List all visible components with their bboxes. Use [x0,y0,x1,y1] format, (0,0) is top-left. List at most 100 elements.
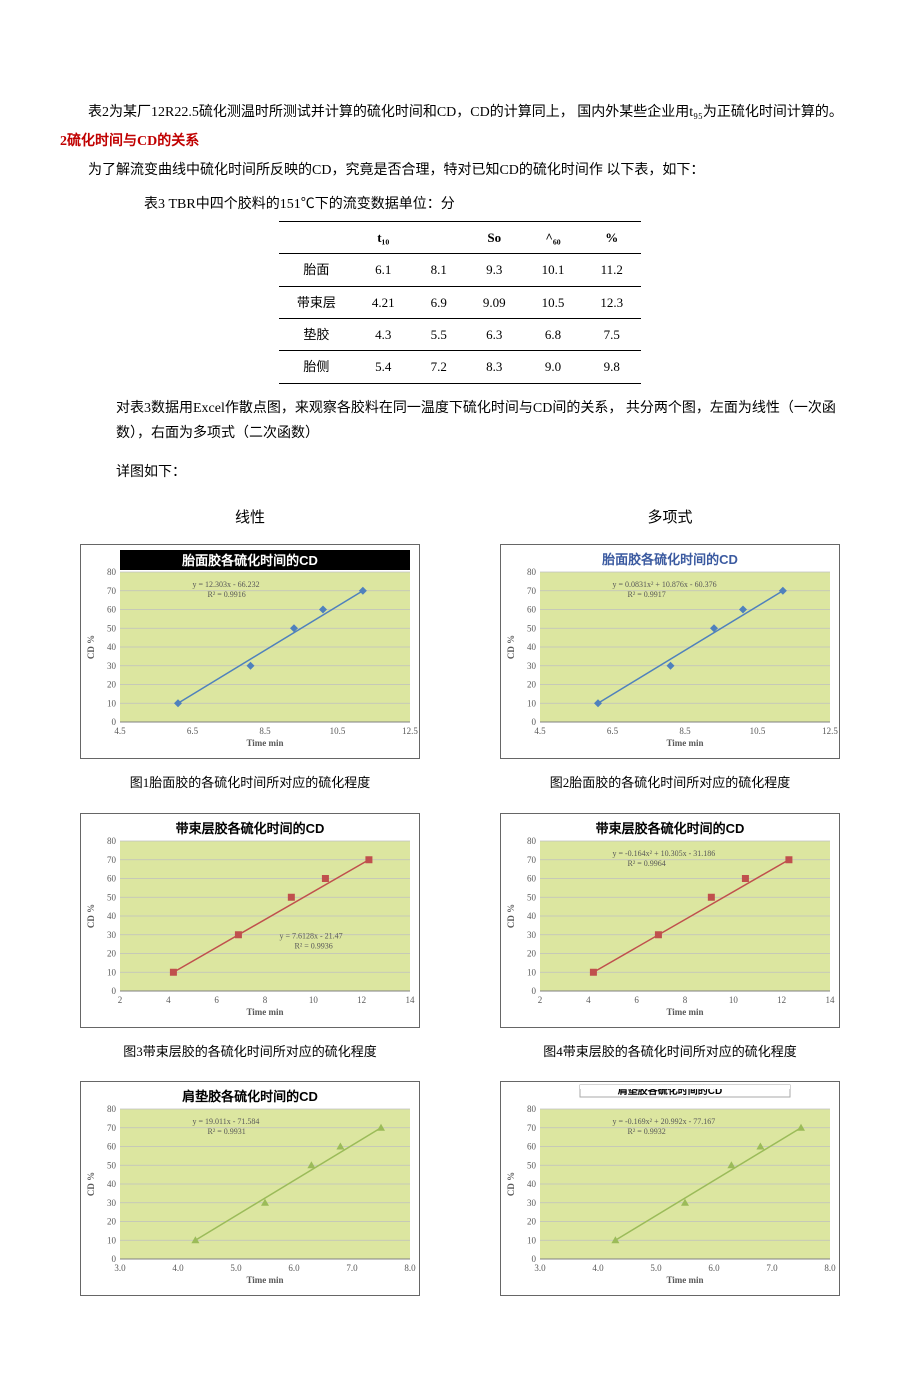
svg-text:6: 6 [214,995,219,1005]
svg-text:10.5: 10.5 [750,726,766,736]
svg-text:70: 70 [527,586,537,596]
table-cell: 8.1 [413,254,465,286]
svg-text:8: 8 [263,995,268,1005]
svg-text:10.5: 10.5 [330,726,346,736]
svg-text:4: 4 [166,995,171,1005]
chart-grid: 线性 多项式 胎面胶各硫化时间的CD010203040506070804.56.… [60,505,860,1318]
svg-text:8: 8 [683,995,688,1005]
svg-text:Time min: Time min [666,1007,703,1017]
table-cell: 4.21 [354,286,413,318]
svg-text:30: 30 [527,1198,537,1208]
svg-text:R² = 0.9931: R² = 0.9931 [208,1127,246,1136]
chart-svg: 肩垫胶各硫化时间的CD010203040506070803.04.05.06.0… [500,1081,840,1296]
svg-text:14: 14 [826,995,836,1005]
table-header-cell: t₁₀ [354,221,413,253]
svg-text:7.0: 7.0 [346,1263,358,1273]
svg-text:60: 60 [527,605,537,615]
chart-3-caption: 图3带束层胶的各硫化时间所对应的硫化程度 [123,1040,377,1063]
intro-paragraph: 表2为某厂12R22.5硫化测温时所测试并计算的硫化时间和CD，CD的计算同上，… [60,100,860,125]
svg-text:5.0: 5.0 [650,1263,662,1273]
svg-text:2: 2 [118,995,123,1005]
svg-text:R² = 0.9917: R² = 0.9917 [628,590,666,599]
chart-svg: 胎面胶各硫化时间的CD010203040506070804.56.58.510.… [500,544,840,759]
svg-text:胎面胶各硫化时间的CD: 胎面胶各硫化时间的CD [602,552,738,567]
chart-1-caption: 图1胎面胶的各硫化时间所对应的硫化程度 [130,771,371,794]
svg-text:CD %: CD % [86,635,96,659]
table-cell: 5.4 [354,351,413,383]
svg-text:30: 30 [107,1198,117,1208]
table-cell: 9.0 [524,351,583,383]
svg-text:8.0: 8.0 [404,1263,416,1273]
svg-text:y = -0.164x² + 10.305x - 31.18: y = -0.164x² + 10.305x - 31.186 [613,849,716,858]
svg-text:7.0: 7.0 [766,1263,778,1273]
svg-text:0: 0 [112,986,117,996]
svg-text:50: 50 [107,624,117,634]
svg-text:6.5: 6.5 [187,726,199,736]
svg-text:Time min: Time min [246,1007,283,1017]
svg-text:40: 40 [527,642,537,652]
svg-text:R² = 0.9936: R² = 0.9936 [295,941,333,950]
svg-text:40: 40 [107,1179,117,1189]
table-cell: 9.09 [465,286,524,318]
table-cell: 6.3 [465,318,524,350]
table-header-cell: ^₆₀ [524,221,583,253]
chart-svg: 胎面胶各硫化时间的CD010203040506070804.56.58.510.… [80,544,420,759]
table-cell: 带束层 [279,286,354,318]
svg-text:12: 12 [357,995,366,1005]
svg-text:肩垫胶各硫化时间的CD: 肩垫胶各硫化时间的CD [182,1089,318,1104]
svg-text:4.5: 4.5 [114,726,126,736]
svg-text:12.5: 12.5 [402,726,418,736]
table-cell: 7.5 [582,318,641,350]
svg-text:y = 7.6128x - 21.47: y = 7.6128x - 21.47 [280,931,343,940]
svg-text:8.5: 8.5 [679,726,691,736]
svg-text:带束层胶各硫化时间的CD: 带束层胶各硫化时间的CD [596,821,745,836]
svg-text:6: 6 [634,995,639,1005]
section-title: 2硫化时间与CD的关系 [60,129,860,154]
svg-text:y = 12.303x - 66.232: y = 12.303x - 66.232 [193,580,260,589]
svg-text:30: 30 [527,661,537,671]
table-row: 垫胶4.35.56.36.87.5 [279,318,641,350]
svg-text:60: 60 [527,873,537,883]
svg-text:带束层胶各硫化时间的CD: 带束层胶各硫化时间的CD [176,821,325,836]
after-table-text-1: 对表3数据用Excel作散点图，来观察各胶料在同一温度下硫化时间与CD间的关系，… [116,396,860,446]
table-caption: 表3 TBR中四个胶料的151℃下的流变数据单位：分 [144,192,860,217]
table-cell: 5.5 [413,318,465,350]
chart-3: 带束层胶各硫化时间的CD010203040506070802468101214y… [80,813,420,1028]
chart-1: 胎面胶各硫化时间的CD010203040506070804.56.58.510.… [80,544,420,759]
svg-text:50: 50 [527,1160,537,1170]
svg-text:10: 10 [107,699,117,709]
svg-text:50: 50 [107,892,117,902]
svg-text:3.0: 3.0 [534,1263,546,1273]
svg-text:Time min: Time min [666,1275,703,1285]
section-paragraph: 为了解流变曲线中硫化时间所反映的CD，究竟是否合理，特对已知CD的硫化时间作 以… [60,158,860,183]
table-row: 胎面6.18.19.310.111.2 [279,254,641,286]
table-row: 带束层4.216.99.0910.512.3 [279,286,641,318]
svg-text:Time min: Time min [666,738,703,748]
svg-text:12: 12 [777,995,786,1005]
svg-text:80: 80 [527,1104,537,1114]
chart-4: 带束层胶各硫化时间的CD010203040506070802468101214y… [500,813,840,1028]
svg-text:70: 70 [107,1123,117,1133]
chart-6: 肩垫胶各硫化时间的CD010203040506070803.04.05.06.0… [500,1081,840,1296]
svg-text:y = 0.0831x² + 10.876x - 60.37: y = 0.0831x² + 10.876x - 60.376 [613,580,717,589]
table-cell: 9.3 [465,254,524,286]
svg-text:40: 40 [527,911,537,921]
svg-text:10: 10 [527,699,537,709]
svg-text:30: 30 [107,661,117,671]
svg-text:70: 70 [107,854,117,864]
chart-4-caption: 图4带束层胶的各硫化时间所对应的硫化程度 [543,1040,797,1063]
svg-text:4: 4 [586,995,591,1005]
table-cell: 11.2 [582,254,641,286]
svg-text:40: 40 [527,1179,537,1189]
after-table-text-2: 详图如下： [116,460,860,485]
svg-text:4.5: 4.5 [534,726,546,736]
table-cell: 7.2 [413,351,465,383]
svg-text:5.0: 5.0 [230,1263,242,1273]
svg-text:20: 20 [527,1217,537,1227]
table-cell: 垫胶 [279,318,354,350]
svg-text:50: 50 [527,892,537,902]
svg-text:14: 14 [406,995,416,1005]
chart-svg: 带束层胶各硫化时间的CD010203040506070802468101214y… [80,813,420,1028]
svg-text:Time min: Time min [246,738,283,748]
table-cell: 胎侧 [279,351,354,383]
